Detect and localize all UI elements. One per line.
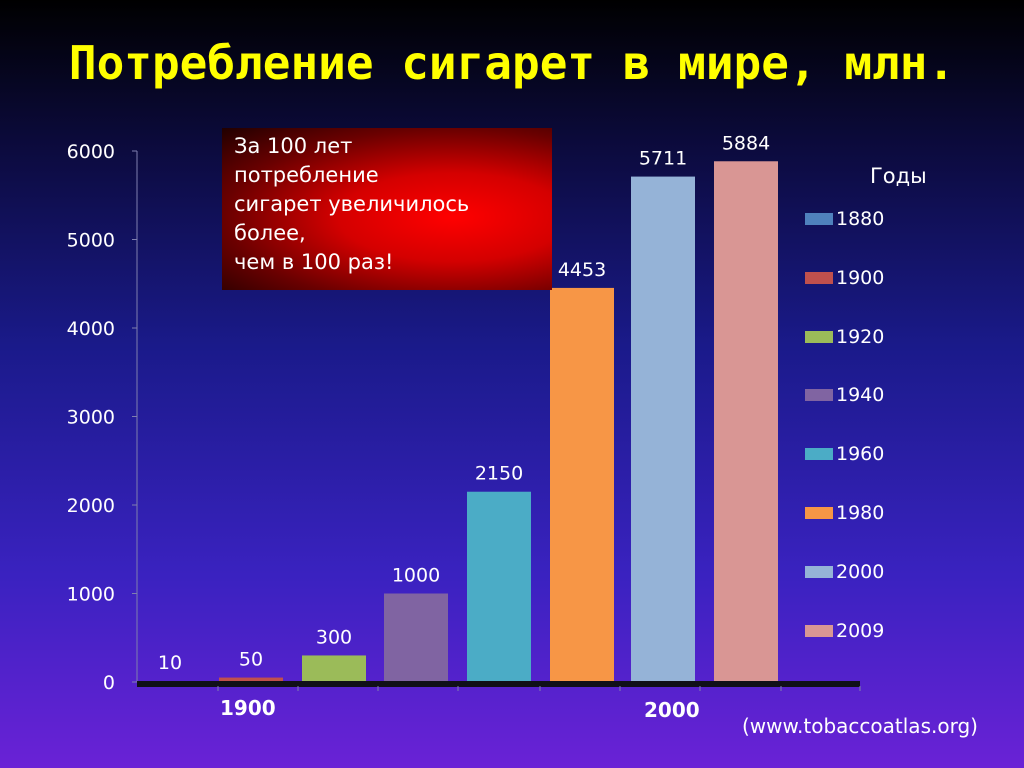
data-label-1880: 10 bbox=[158, 652, 182, 674]
legend-item-1920: 1920 bbox=[805, 326, 884, 348]
legend-item-1900: 1900 bbox=[805, 267, 884, 289]
legend-label: 1880 bbox=[836, 208, 885, 230]
legend-item-1960: 1960 bbox=[805, 443, 884, 465]
bar-2000 bbox=[631, 176, 695, 682]
legend-item-2009: 2009 bbox=[805, 620, 884, 642]
callout-line: За 100 лет bbox=[234, 134, 353, 158]
group-label-1900: 1900 bbox=[220, 696, 276, 720]
y-axis: 0 1000 2000 3000 4000 5000 6000 bbox=[67, 141, 138, 694]
legend-swatch bbox=[805, 625, 833, 637]
bar-1900 bbox=[219, 677, 283, 682]
legend-label: 1960 bbox=[836, 443, 885, 465]
data-label-1920: 300 bbox=[316, 626, 352, 648]
x-axis-line bbox=[137, 681, 860, 687]
legend-swatch bbox=[805, 272, 833, 284]
data-label-1940: 1000 bbox=[392, 565, 440, 587]
callout-box: За 100 лет потребление сигарет увеличило… bbox=[222, 128, 552, 290]
bar-1960 bbox=[467, 491, 531, 682]
callout-line: потребление bbox=[234, 163, 379, 187]
legend-item-2000: 2000 bbox=[805, 561, 884, 583]
legend-swatch bbox=[805, 389, 833, 401]
callout-line: сигарет увеличилось bbox=[234, 192, 470, 216]
bar-2009 bbox=[714, 161, 778, 683]
source-credit: (www.tobaccoatlas.org) bbox=[742, 714, 978, 738]
legend-label: 1900 bbox=[836, 267, 885, 289]
y-tick-label: 4000 bbox=[67, 318, 115, 340]
legend-swatch bbox=[805, 507, 833, 519]
callout-line: более, bbox=[234, 221, 306, 245]
legend-label: 2009 bbox=[836, 620, 885, 642]
legend-swatch bbox=[805, 566, 833, 578]
y-tick-label: 3000 bbox=[67, 407, 115, 429]
y-tick-label: 2000 bbox=[67, 495, 115, 517]
legend-label: 1940 bbox=[836, 384, 885, 406]
data-label-2009: 5884 bbox=[722, 132, 770, 154]
legend-swatch bbox=[805, 213, 833, 225]
data-label-1900: 50 bbox=[239, 649, 263, 671]
legend-item-1880: 1880 bbox=[805, 208, 884, 230]
legend-label: 1980 bbox=[836, 502, 885, 524]
y-tick-label: 6000 bbox=[67, 141, 115, 163]
callout-line: чем в 100 раз! bbox=[234, 250, 394, 274]
legend-item-1980: 1980 bbox=[805, 502, 884, 524]
bar-1980 bbox=[550, 287, 614, 682]
bar-1920 bbox=[302, 655, 366, 682]
data-labels: 10 50 300 1000 2150 4453 5711 5884 bbox=[158, 132, 770, 674]
data-label-1980: 4453 bbox=[558, 259, 606, 281]
legend-label: 1920 bbox=[836, 326, 885, 348]
legend-swatch bbox=[805, 331, 833, 343]
y-tick-label: 5000 bbox=[67, 230, 115, 252]
legend-item-1940: 1940 bbox=[805, 384, 884, 406]
legend-swatch bbox=[805, 448, 833, 460]
legend-label: 2000 bbox=[836, 561, 885, 583]
bar-1940 bbox=[384, 593, 448, 682]
data-label-2000: 5711 bbox=[639, 148, 687, 170]
y-tick-label: 1000 bbox=[67, 584, 115, 606]
group-label-2000: 2000 bbox=[644, 698, 700, 722]
legend-title: Годы bbox=[870, 164, 927, 188]
data-label-1960: 2150 bbox=[475, 463, 523, 485]
chart-title: Потребление сигарет в мире, млн. bbox=[68, 36, 956, 90]
y-tick-label: 0 bbox=[103, 672, 115, 694]
x-axis bbox=[137, 681, 861, 691]
